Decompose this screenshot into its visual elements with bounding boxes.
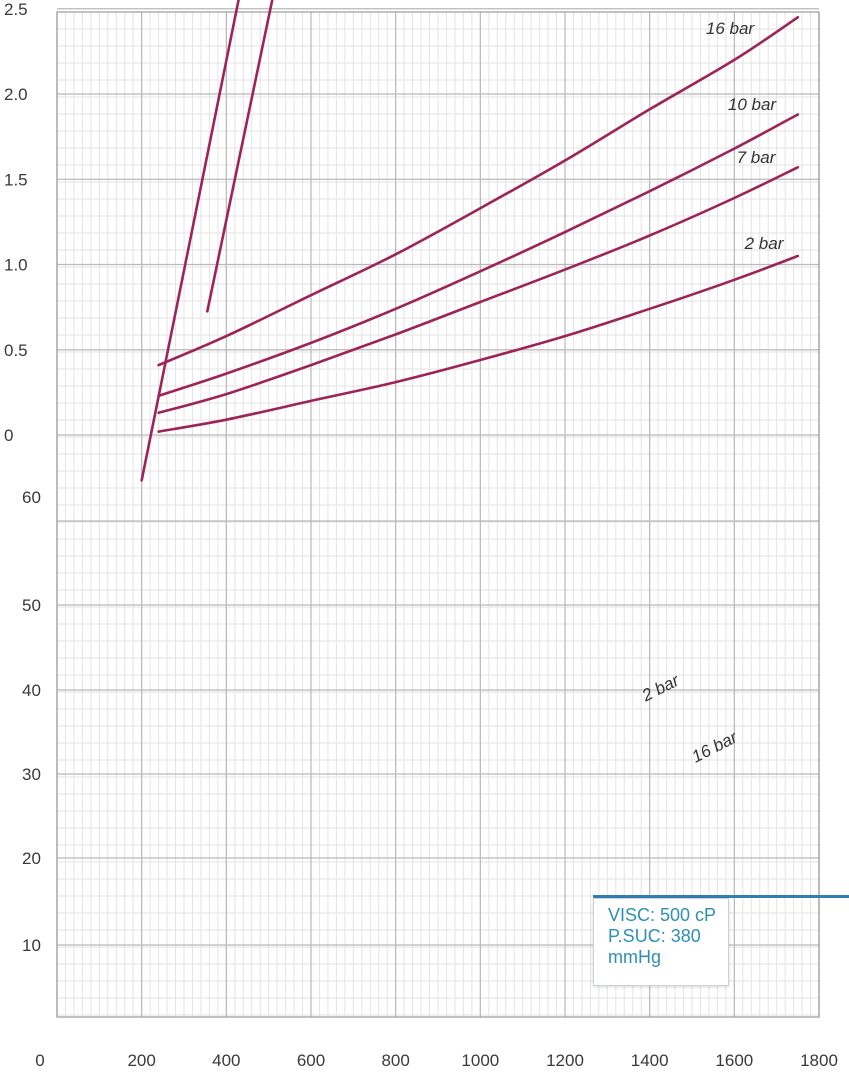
curve-top-2-bar [157,254,800,433]
curve-top-7-bar [157,166,800,415]
y-tick-label-bottom: 10 [22,936,41,955]
y-tick-label-top: 2.5 [4,0,28,19]
y-tick-label-bottom: 40 [22,681,41,700]
curve-top-10-bar [157,113,800,398]
y-tick-label-top: 0 [4,426,13,445]
info-box: VISC: 500 cP P.SUC: 380 mmHg [593,898,729,986]
x-tick-label: 1800 [800,1051,838,1070]
x-tick-label: 1200 [546,1051,584,1070]
y-tick-label-bottom: 50 [22,596,41,615]
curve-bottom-2-bar [140,0,240,482]
x-tick-label: 1600 [715,1051,753,1070]
y-tick-label-top: 2.0 [4,85,28,104]
curve-label-top: 7 bar [737,148,777,167]
info-suction-unit: mmHg [608,947,661,967]
x-tick-label: 800 [381,1051,409,1070]
info-suction-pressure: P.SUC: 380 [608,926,701,946]
x-tick-label: 200 [127,1051,155,1070]
info-accent-bar [593,895,849,898]
grid [56,8,820,1017]
curve-top-16-bar [157,16,800,367]
y-tick-label-bottom: 20 [22,849,41,868]
curve-bottom-16-bar [206,0,274,313]
x-tick-label: 1400 [631,1051,669,1070]
x-tick-label: 600 [297,1051,325,1070]
x-tick-label: 1000 [461,1051,499,1070]
info-viscosity: VISC: 500 cP [608,905,717,925]
x-tick-label: 400 [212,1051,240,1070]
curve-label-top: 2 bar [744,234,785,253]
x-tick-label: 0 [35,1051,44,1070]
y-tick-label-top: 1.0 [4,256,28,275]
y-tick-label-top: 1.5 [4,170,28,189]
plot-frame [56,11,820,1018]
curve-label-top: 10 bar [728,95,778,114]
y-tick-label-bottom: 60 [22,488,41,507]
curve-label-top: 16 bar [706,19,756,38]
y-tick-label-bottom: 30 [22,765,41,784]
y-tick-label-top: 0.5 [4,341,28,360]
